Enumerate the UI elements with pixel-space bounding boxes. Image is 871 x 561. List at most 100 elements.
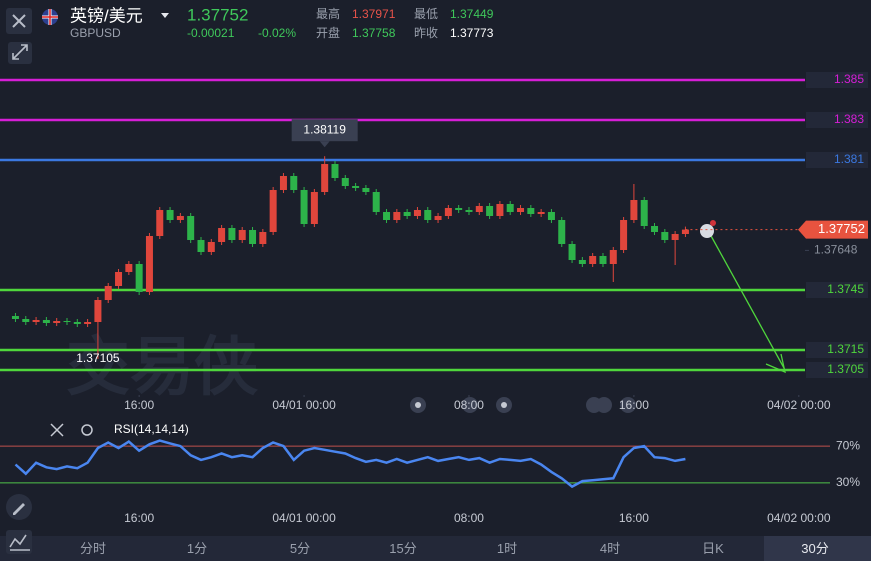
- tab[interactable]: 1时: [496, 541, 518, 556]
- level-tag: 1.3715: [827, 342, 864, 356]
- price-tag: 1.37752: [818, 221, 865, 236]
- candle-body: [11, 316, 19, 319]
- candle-body: [53, 321, 61, 323]
- candle-body: [135, 264, 143, 292]
- change-pct: -0.02%: [258, 26, 296, 40]
- level-tag: 1.381: [834, 152, 864, 166]
- candle-body: [73, 322, 81, 324]
- rsi-title: RSI(14,14,14): [114, 422, 189, 436]
- candle-body: [413, 210, 421, 216]
- x-tick-label: 08:00: [454, 398, 484, 412]
- candle-body: [269, 190, 277, 232]
- tab[interactable]: 分时: [79, 541, 106, 556]
- symbol-code: GBPUSD: [70, 26, 121, 40]
- rsi-x-label: 16:00: [619, 511, 649, 525]
- watermark: 交易侠: [66, 331, 258, 403]
- candle-body: [651, 226, 659, 232]
- tab[interactable]: 30分: [801, 541, 829, 556]
- candle-body: [403, 212, 411, 216]
- candle-body: [94, 300, 102, 322]
- active-tab-bg: [764, 536, 871, 561]
- candle-body: [444, 208, 452, 216]
- price: 1.37752: [187, 5, 248, 24]
- candle-body: [372, 192, 380, 212]
- candle-body: [207, 242, 215, 252]
- candle-body: [578, 260, 586, 264]
- rsi-x-label: 04/02 00:00: [767, 511, 831, 525]
- candle-body: [671, 234, 679, 240]
- stat-label: 最高: [316, 6, 340, 21]
- stat-value: 1.37449: [450, 7, 494, 21]
- tab[interactable]: 5分: [289, 541, 311, 556]
- flag-icon: [42, 9, 58, 25]
- max-label-pointer: [319, 141, 330, 148]
- candle-body: [434, 216, 442, 220]
- candle-body: [475, 206, 483, 212]
- candle-body: [125, 264, 133, 272]
- forecast-arrow: [709, 233, 786, 374]
- stat-label: 开盘: [316, 25, 340, 40]
- candle-body: [517, 208, 525, 212]
- candle-body: [156, 210, 164, 236]
- candle-body: [259, 232, 267, 244]
- rsi-tick-label: 30%: [836, 475, 860, 489]
- candle-body: [547, 212, 555, 220]
- info-icon[interactable]: [700, 220, 716, 238]
- candle-body: [424, 210, 432, 220]
- x-tick-label: 16:00: [124, 398, 154, 412]
- close-button[interactable]: [6, 8, 32, 34]
- tab[interactable]: 15分: [389, 541, 417, 556]
- candle-body: [300, 190, 308, 224]
- y-tick-label: 1.37648: [814, 243, 858, 257]
- candle-body: [310, 192, 318, 224]
- tab[interactable]: 1分: [186, 541, 208, 556]
- candle-body: [599, 256, 607, 264]
- price-tag-bg: [798, 220, 868, 239]
- candle-body: [465, 210, 473, 212]
- rsi-x-label: 16:00: [124, 511, 154, 525]
- tab[interactable]: 4时: [599, 541, 621, 556]
- x-tick-label: 04/01 00:00: [272, 398, 336, 412]
- rsi-settings[interactable]: [81, 424, 93, 436]
- rsi-close[interactable]: [50, 423, 64, 437]
- level-tag-bg: [806, 342, 868, 358]
- draw-tool-button[interactable]: [6, 494, 32, 520]
- rsi-x-label: 04/01 00:00: [272, 511, 336, 525]
- indicator-button[interactable]: [6, 530, 32, 554]
- level-tag-bg: [806, 72, 868, 88]
- shrink-button[interactable]: [8, 42, 32, 64]
- candle-body: [104, 286, 112, 300]
- candle-body: [290, 176, 298, 190]
- tab[interactable]: 日K: [702, 541, 724, 556]
- candle-body: [279, 176, 287, 190]
- candle-body: [145, 236, 153, 292]
- candle-body: [589, 256, 597, 264]
- candle-body: [527, 208, 535, 214]
- candle-body: [341, 178, 349, 186]
- candle-body: [42, 320, 50, 323]
- candle-body: [620, 220, 628, 250]
- candle-body: [331, 164, 339, 178]
- candle-body: [352, 186, 360, 188]
- candle-body: [362, 188, 370, 192]
- rsi-x-label: 08:00: [454, 511, 484, 525]
- candle-body: [321, 164, 329, 192]
- stat-label: 最低: [414, 7, 438, 21]
- stat-value: 1.37758: [352, 26, 396, 40]
- candle-body: [32, 320, 40, 322]
- tab-bar: [0, 536, 871, 561]
- level-tag-bg: [806, 282, 868, 298]
- min-label: 1.37105: [76, 351, 120, 365]
- dropdown-arrow[interactable]: [161, 13, 169, 18]
- candle-body: [238, 230, 246, 240]
- candle-body: [455, 208, 463, 210]
- x-tick-label: 04/02 00:00: [767, 398, 831, 412]
- level-tag: 1.3745: [827, 282, 864, 296]
- time-buttons[interactable]: [410, 397, 636, 413]
- candle-body: [84, 322, 92, 324]
- candle-body: [609, 250, 617, 264]
- change: -0.00021: [187, 26, 235, 40]
- symbol: 英镑/美元: [70, 6, 143, 25]
- candle-body: [568, 244, 576, 260]
